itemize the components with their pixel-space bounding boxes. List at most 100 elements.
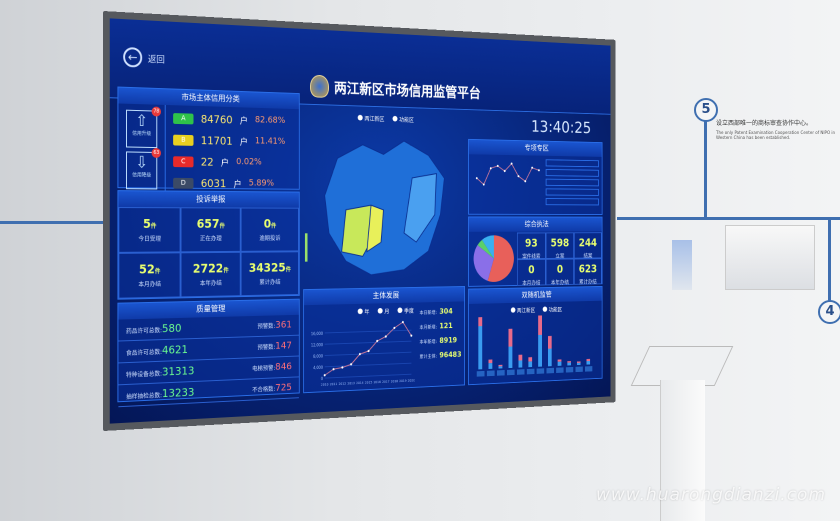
stat-cell: 34325件 累计办结: [240, 251, 299, 297]
wall-timeline: [0, 221, 110, 224]
data-point: [496, 164, 499, 168]
credit-grade-row: A 84760 户 82.68%: [173, 107, 285, 131]
wall-timeline-branch: [704, 118, 707, 218]
grade-percent: 82.68%: [254, 115, 286, 126]
emblem-icon: [310, 74, 329, 98]
grade-tag: D: [173, 177, 194, 189]
data-point: [332, 368, 335, 371]
step-5-marker: 5: [694, 98, 718, 122]
unit: 户: [239, 116, 248, 127]
development-stat: 本年新增: 8919: [419, 335, 458, 346]
stat-cell: 244 结案: [573, 232, 602, 259]
grade-count: 11701: [200, 133, 233, 148]
credit-grade-row: B 11701 户 11.41%: [173, 129, 285, 153]
x-tick-label: 2014: [356, 381, 363, 385]
quality-panel: 质量管理 药品许可总数:580 预警数:361 食品许可总数:4621 预警数:147…: [117, 298, 300, 408]
credit-upgrade-button[interactable]: ⇧ 信用升级 78: [126, 106, 162, 149]
x-axis-label-block: [516, 369, 525, 375]
unit: 件: [154, 268, 161, 276]
x-axis-label-block: [536, 368, 545, 374]
special-line-chart: [470, 156, 543, 212]
clock: 13:40:25: [531, 117, 592, 138]
stat-cell: 623 累计办结: [573, 258, 602, 286]
complaints-panel: 投诉举报 5件 今日受理 657件 正在办理 0件 逾期投诉 52件 本月办结 2722件 本年办…: [117, 190, 300, 300]
grade-tag: C: [173, 155, 194, 167]
y-tick-label: 16,000: [311, 331, 323, 336]
radio-icon: [392, 115, 398, 122]
x-axis-label-block: [565, 366, 574, 373]
enforcement-pie-chart: [473, 235, 514, 282]
bar: [498, 366, 503, 369]
stat-label: 本月办结: [522, 280, 541, 287]
x-tick-label: 2017: [382, 380, 389, 384]
bar: [547, 335, 552, 349]
gridline: [325, 374, 412, 378]
supervision-bar-chart: [476, 297, 593, 377]
wall-timeline-branch: [828, 217, 831, 302]
bar: [586, 358, 591, 362]
x-tick-label: 2010: [321, 383, 329, 387]
gridline: [325, 363, 412, 367]
special-list: [545, 159, 599, 206]
grade-tag: A: [173, 112, 194, 124]
stat-cell: 2722件 本年办结: [180, 251, 241, 298]
series-line: [325, 322, 412, 375]
stat-cell: 0 本年办结: [545, 258, 574, 287]
warning-value: 846: [275, 361, 292, 373]
legend-item[interactable]: 两江新区: [510, 306, 535, 315]
stat-label: 本年办结: [199, 280, 222, 288]
x-tick-label: 2011: [330, 382, 338, 386]
gridline: [325, 341, 412, 344]
bar: [508, 346, 513, 369]
data-point: [393, 326, 396, 330]
wall-caption: 设立西部唯一的商标审查协作中心。 The only Patent Examinat…: [716, 120, 836, 140]
credit-downgrade-button[interactable]: ⇩ 信用降级 63: [126, 147, 162, 190]
data-point: [350, 363, 353, 366]
y-tick-label: 12,000: [311, 342, 323, 347]
bar: [518, 360, 523, 368]
x-axis-label-block: [575, 366, 583, 373]
stat-value: 34325: [248, 260, 286, 275]
x-tick-label: 2018: [391, 379, 398, 383]
radio-icon: [542, 306, 548, 312]
legend-item[interactable]: 功能区: [542, 305, 562, 313]
stat-cell: 52件 本月办结: [118, 252, 181, 299]
unit: 户: [233, 179, 242, 190]
data-point: [323, 374, 326, 377]
arrow-down-icon: ⇩: [135, 152, 149, 172]
stat-value: 0: [528, 263, 535, 276]
data-point: [341, 366, 344, 369]
bar: [547, 348, 552, 367]
x-axis-label-block: [486, 370, 495, 377]
bar: [557, 361, 562, 366]
stat-label: 累计办结: [259, 279, 281, 287]
stat-value: 598: [550, 236, 570, 250]
warning-label: 预警数:: [257, 344, 276, 352]
x-axis-label-block: [526, 368, 535, 375]
credit-grade-row: C 22 户 0.02%: [173, 150, 285, 173]
kiosk-stand: [660, 380, 705, 521]
development-stat: 本月新增: 121: [419, 321, 453, 331]
district-map[interactable]: [303, 120, 465, 287]
unit: 件: [223, 267, 229, 275]
warning-label: 电梯预警:: [252, 365, 276, 373]
bar: [586, 360, 591, 365]
quality-value: 13233: [161, 385, 195, 401]
bar: [528, 361, 533, 368]
stat-label: 本年办结: [550, 279, 569, 287]
unit: 件: [219, 222, 225, 230]
back-button[interactable]: ← 返回: [123, 46, 165, 69]
x-axis-label-block: [506, 369, 515, 376]
warning-value: 725: [275, 382, 292, 394]
stat-cell: 93 案件线索: [516, 232, 546, 260]
grade-count: 6031: [200, 176, 227, 190]
stat-value: 93: [525, 236, 538, 250]
stat-label: 正在办理: [199, 235, 222, 243]
gridline: [325, 330, 412, 333]
data-point: [475, 177, 478, 180]
bar: [478, 326, 483, 370]
bar: [488, 363, 493, 369]
quality-value: 580: [161, 321, 182, 336]
grade-percent: 0.02%: [236, 157, 262, 168]
y-tick-label: 8,000: [313, 354, 323, 359]
